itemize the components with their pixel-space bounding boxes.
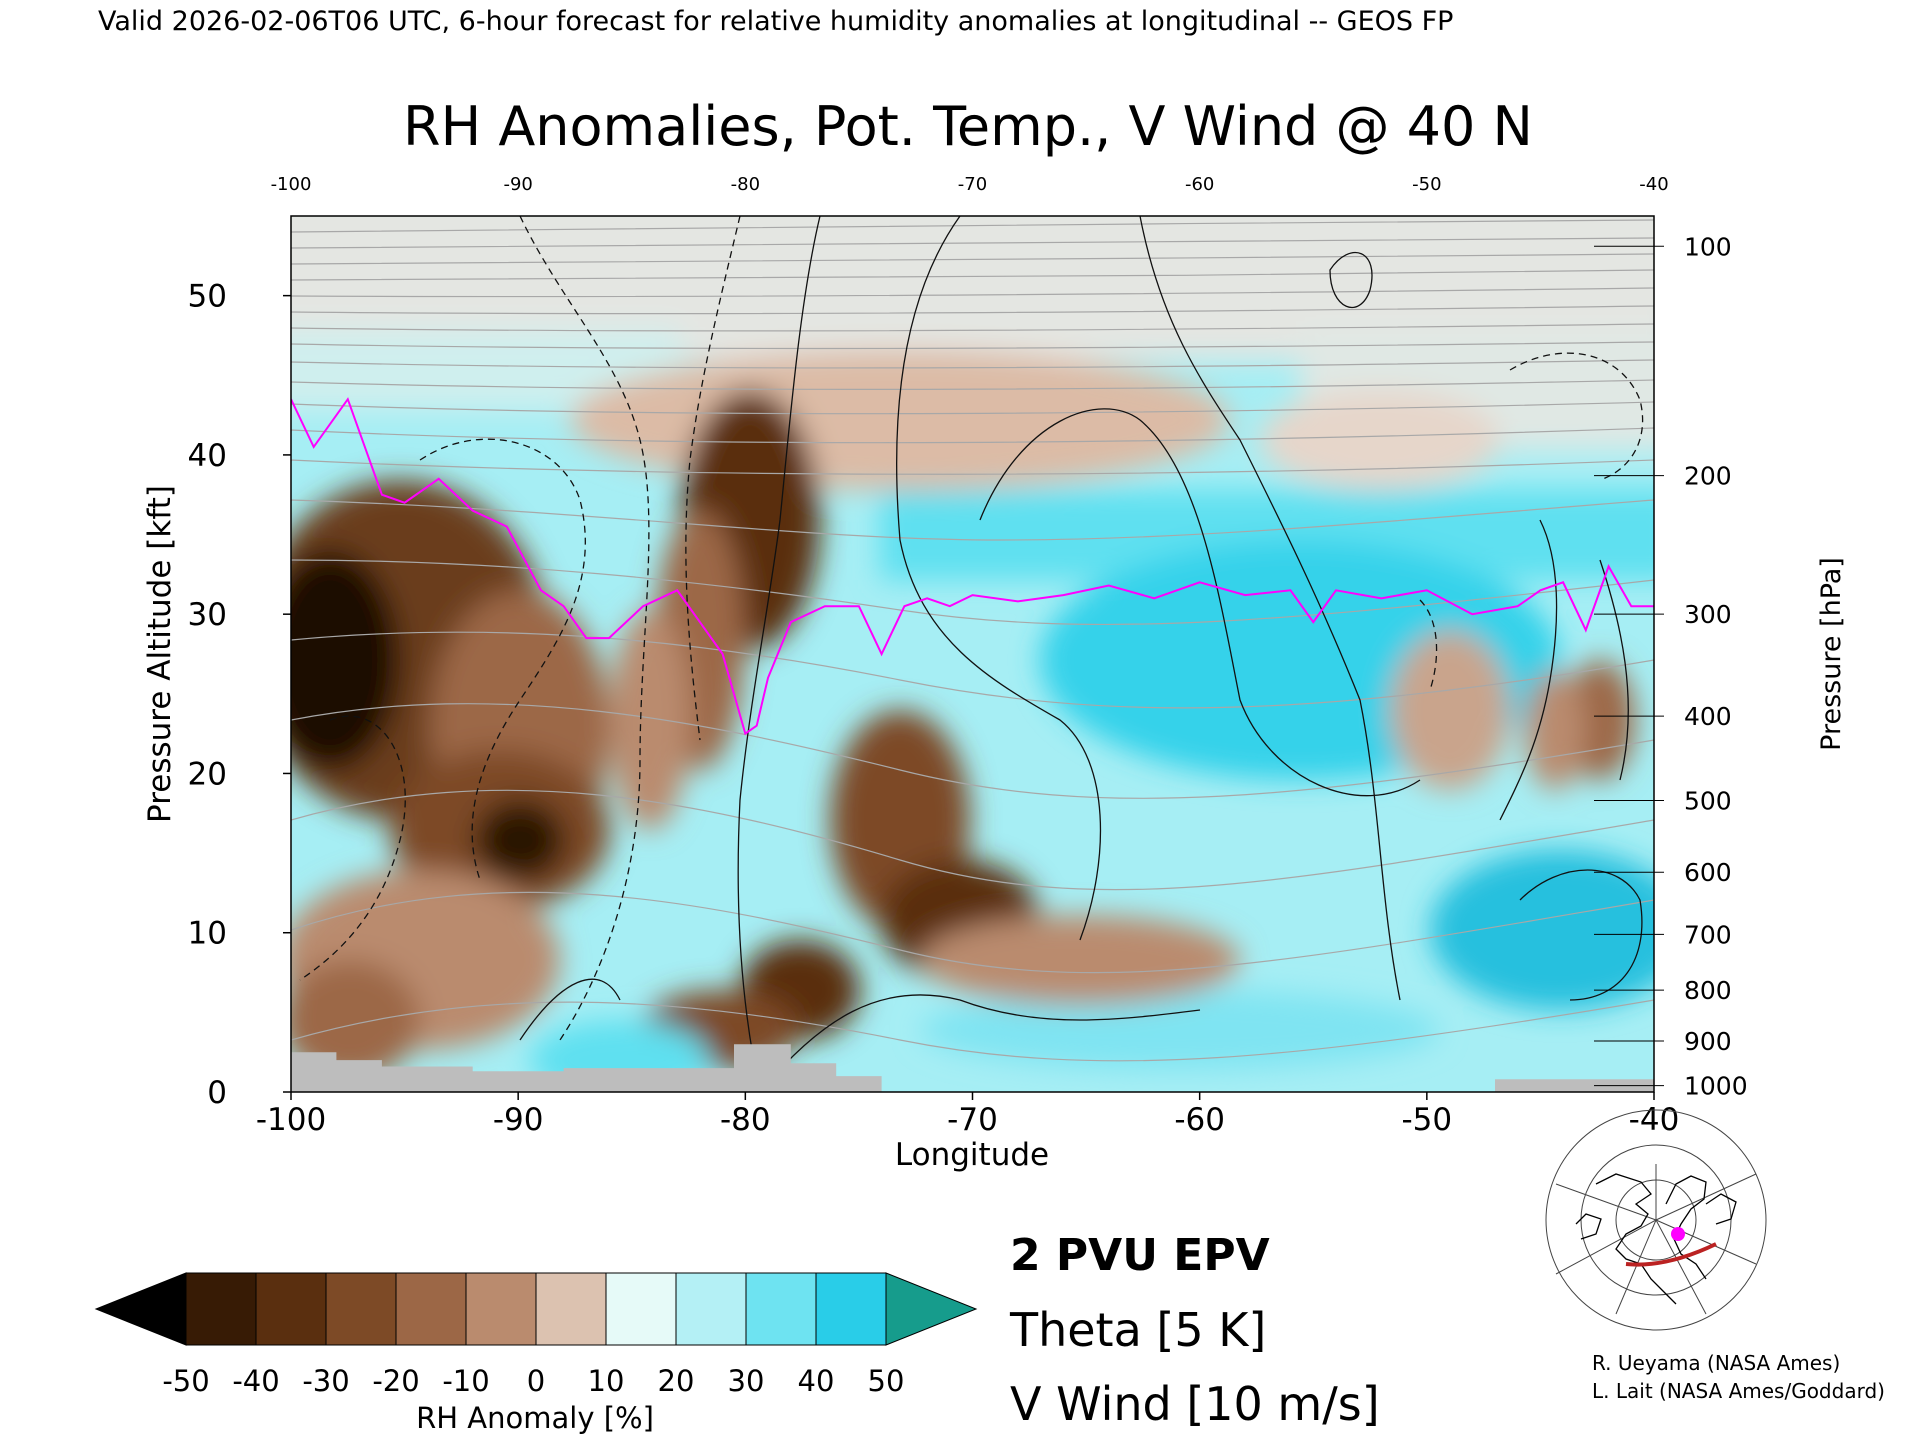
y-tick-label: 10 (188, 916, 227, 952)
legend-theta: Theta [5 K] (1009, 1303, 1266, 1357)
inset-track (1625, 1242, 1717, 1267)
pressure-tick-label: 100 (1684, 232, 1732, 261)
colorbar-bin (325, 1272, 397, 1346)
pressure-tick-label: 400 (1684, 702, 1732, 731)
x-tick-label: -70 (947, 1102, 998, 1138)
colorbar-tick-label: 30 (728, 1364, 765, 1398)
y-tick-label: 30 (188, 597, 227, 633)
x-tick-label: -80 (720, 1102, 771, 1138)
pressure-tick-label: 500 (1684, 787, 1732, 816)
colorbar-tick-label: -40 (232, 1364, 279, 1398)
pressure-tick-label: 700 (1684, 920, 1732, 949)
y-axis-left: 0 10 20 30 40 50 (188, 279, 291, 1111)
colorbar-bin (815, 1272, 887, 1346)
topography (291, 1044, 1654, 1092)
colorbar-tick-label: 0 (527, 1364, 545, 1398)
colorbar: -50 -40 -30 -20 -10 0 10 20 30 40 50 (94, 1272, 978, 1398)
colorbar-bin (395, 1272, 467, 1346)
top-tick-label: -40 (1639, 174, 1668, 195)
plot-area (291, 216, 1654, 1092)
pressure-tick-label: 200 (1684, 462, 1732, 491)
colorbar-bin (185, 1272, 257, 1346)
colorbar-tick-label: -50 (162, 1364, 209, 1398)
colorbar-tick-label: 20 (658, 1364, 695, 1398)
colorbar-bin (675, 1272, 747, 1346)
inset-marker (1671, 1227, 1685, 1241)
colorbar-tick-label: 50 (868, 1364, 905, 1398)
x-tick-label: -60 (1174, 1102, 1225, 1138)
colorbar-bin (605, 1272, 677, 1346)
legend-vwind: V Wind [10 m/s] (1010, 1377, 1380, 1431)
colorbar-bin (255, 1272, 327, 1346)
y-tick-label: 50 (188, 279, 227, 315)
chart-title: RH Anomalies, Pot. Temp., V Wind @ 40 N (403, 95, 1533, 158)
top-tick-label: -60 (1185, 174, 1214, 195)
pressure-tick-label: 900 (1684, 1027, 1732, 1056)
valid-line: Valid 2026-02-06T06 UTC, 6-hour forecast… (98, 6, 1453, 37)
top-tick-label: -50 (1412, 174, 1441, 195)
top-tick-label: -90 (503, 174, 532, 195)
y-axis-label-left: Pressure Altitude [kft] (142, 485, 178, 823)
pressure-tick-label: 1000 (1684, 1072, 1748, 1101)
colorbar-tick-label: -20 (372, 1364, 419, 1398)
y-axis-right: 100 200 300 400 500 600 700 800 900 1000 (1594, 232, 1748, 1101)
top-tick-label: -70 (958, 174, 987, 195)
colorbar-over-arrow (885, 1272, 978, 1346)
vwind-contours (519, 216, 1643, 1092)
inset-coastlines (1575, 1173, 1737, 1305)
colorbar-tick-label: -30 (302, 1364, 349, 1398)
legend-epv: 2 PVU EPV (1010, 1230, 1270, 1281)
x-tick-label: -90 (493, 1102, 544, 1138)
legend: 2 PVU EPV Theta [5 K] V Wind [10 m/s] (1009, 1230, 1380, 1431)
credit-line-2: L. Lait (NASA Ames/Goddard) (1592, 1379, 1885, 1403)
x-tick-label: -40 (1629, 1102, 1680, 1138)
y-axis-label-right: Pressure [hPa] (1816, 557, 1847, 751)
colorbar-tick-label: 40 (798, 1364, 835, 1398)
top-tick-label: -100 (271, 174, 312, 195)
colorbar-label: RH Anomaly [%] (416, 1401, 654, 1435)
theta-contours (291, 219, 1654, 1062)
x-axis-label: Longitude (895, 1137, 1049, 1173)
inset-grid-circle (1545, 1109, 1767, 1331)
pressure-tick-label: 600 (1684, 858, 1732, 887)
colorbar-bin (745, 1272, 817, 1346)
pressure-tick-label: 300 (1684, 600, 1732, 629)
colorbar-bin (535, 1272, 607, 1346)
inset-map (1545, 1109, 1767, 1331)
x-axis: -100 -90 -80 -70 -60 -50 -40 (256, 1092, 1680, 1138)
top-axis: -100 -90 -80 -70 -60 -50 -40 (271, 174, 1669, 195)
y-tick-label: 40 (188, 438, 227, 474)
x-tick-label: -50 (1402, 1102, 1453, 1138)
y-tick-label: 0 (207, 1075, 227, 1111)
top-tick-label: -80 (731, 174, 760, 195)
y-tick-label: 20 (188, 756, 227, 792)
pressure-tick-label: 800 (1684, 976, 1732, 1005)
credit-line-1: R. Ueyama (NASA Ames) (1592, 1351, 1840, 1375)
colorbar-under-arrow (94, 1272, 187, 1346)
colorbar-bin (465, 1272, 537, 1346)
pv2-tropopause-line (291, 397, 1654, 736)
colorbar-tick-label: 10 (588, 1364, 625, 1398)
inset-grid-circle (1580, 1144, 1732, 1296)
colorbar-tick-label: -10 (442, 1364, 489, 1398)
x-tick-label: -100 (256, 1102, 326, 1138)
vwind-negative-contours (299, 216, 1644, 1041)
